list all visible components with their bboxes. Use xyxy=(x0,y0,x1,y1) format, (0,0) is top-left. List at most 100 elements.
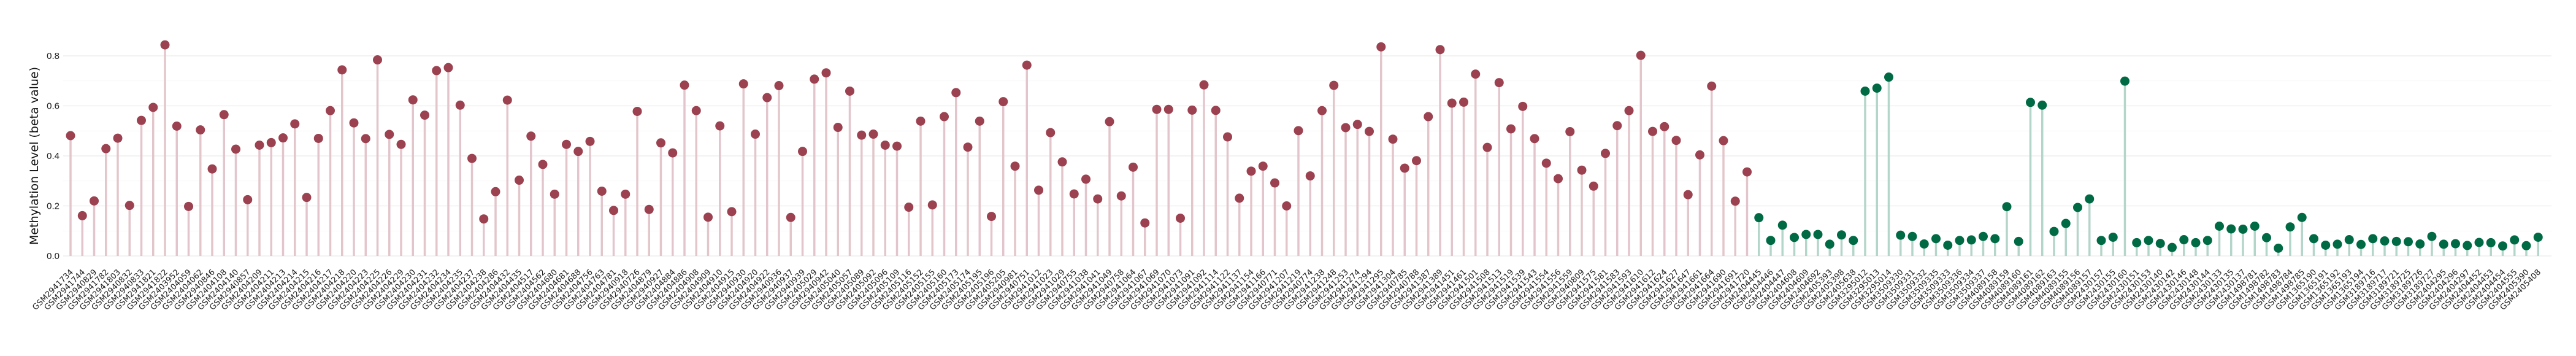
lollipop-dot xyxy=(1376,42,1386,52)
lollipop-dot xyxy=(1187,105,1197,115)
lollipop-dot xyxy=(2226,224,2236,234)
lollipop-marks xyxy=(66,40,2543,256)
lollipop-dot xyxy=(1116,191,1126,201)
lollipop-dot xyxy=(774,80,784,90)
lollipop-dot xyxy=(1896,230,1906,240)
lollipop-dot xyxy=(1601,149,1610,158)
lollipop-dot xyxy=(2026,98,2035,107)
lollipop-dot xyxy=(255,140,264,150)
lollipop-dot xyxy=(2274,243,2283,253)
lollipop-dot xyxy=(1624,106,1634,115)
lollipop-dot xyxy=(1825,239,1834,249)
lollipop-dot xyxy=(479,214,489,224)
lollipop-dot xyxy=(1412,156,1421,166)
lollipop-dot xyxy=(1943,240,1953,250)
lollipop-dot xyxy=(1777,220,1787,230)
lollipop-dot xyxy=(337,65,347,75)
lollipop-dot xyxy=(621,189,631,199)
lollipop-dot xyxy=(833,123,843,133)
lollipop-dot xyxy=(231,144,240,154)
lollipop-dot xyxy=(1648,126,1657,136)
lollipop-dot xyxy=(491,187,500,196)
lollipop-dot xyxy=(420,110,429,120)
lollipop-dot xyxy=(526,131,536,141)
lollipop-dot xyxy=(1837,230,1846,240)
lollipop-dot xyxy=(1742,167,1752,177)
lollipop-dot xyxy=(1163,104,1173,114)
lollipop-dot xyxy=(326,106,335,115)
lollipop-dot xyxy=(1270,178,1279,188)
lollipop-dot xyxy=(2262,233,2271,242)
lollipop-dot xyxy=(2404,237,2413,247)
lollipop-dot xyxy=(196,125,205,135)
lollipop-dot xyxy=(1093,194,1103,204)
lollipop-dot xyxy=(1258,161,1268,171)
lollipop-dot xyxy=(1022,60,1032,70)
lollipop-dot xyxy=(727,207,737,217)
lollipop-dot xyxy=(1447,98,1457,108)
lollipop-dot xyxy=(1400,163,1409,173)
lollipop-dot xyxy=(810,74,819,84)
lollipop-dot xyxy=(1199,80,1209,90)
lollipop-dot xyxy=(2238,224,2248,234)
lollipop-dot xyxy=(313,133,323,143)
lollipop-dot xyxy=(2168,242,2177,252)
y-tick-label: 0.2 xyxy=(47,201,59,212)
lollipop-dot xyxy=(1790,233,1799,242)
lollipop-dot xyxy=(1057,157,1067,167)
lollipop-dot xyxy=(1860,86,1870,96)
lollipop-dot xyxy=(632,106,642,116)
lollipop-dot xyxy=(1211,106,1221,115)
lollipop-dot xyxy=(373,55,382,65)
lollipop-dot xyxy=(1612,121,1622,131)
lollipop-dot xyxy=(1671,136,1681,145)
lollipop-dot xyxy=(207,164,217,174)
y-axis: 0.0 0.2 0.4 0.6 0.8 xyxy=(47,51,59,261)
lollipop-dot xyxy=(2297,212,2307,222)
lollipop-dot xyxy=(2108,232,2118,242)
lollipop-dot xyxy=(2344,235,2354,245)
lollipop-dot xyxy=(1365,126,1374,136)
lollipop-dot xyxy=(1577,165,1587,175)
lollipop-dot xyxy=(751,130,760,139)
lollipop-dot xyxy=(1660,122,1669,131)
lollipop-dot xyxy=(573,147,583,157)
lollipop-dot xyxy=(1435,45,1445,55)
lollipop-dot xyxy=(1482,142,1492,152)
lollipop-dot xyxy=(1129,162,1138,172)
lollipop-dot xyxy=(2463,241,2472,250)
lollipop-dot xyxy=(385,130,394,139)
lollipop-dot xyxy=(1506,124,1516,134)
lollipop-dot xyxy=(904,203,914,212)
lollipop-dot xyxy=(1424,112,1433,122)
lollipop-dot xyxy=(1554,174,1563,184)
lollipop-dot xyxy=(1140,218,1150,228)
lollipop-dot xyxy=(2427,231,2437,241)
x-axis-labels: GSM2941734GSM2941744GSM2940829GSM2941782… xyxy=(31,268,2543,312)
lollipop-dot xyxy=(1955,236,1965,246)
lollipop-dot xyxy=(987,212,996,222)
lollipop-dot xyxy=(2474,238,2484,247)
lollipop-dot xyxy=(184,201,193,211)
lollipop-dot xyxy=(502,95,512,105)
lollipop-dot xyxy=(2049,226,2059,236)
lollipop-dot xyxy=(1565,126,1575,136)
lollipop-dot xyxy=(762,93,772,103)
lollipop-dot xyxy=(963,142,973,152)
lollipop-dot xyxy=(868,130,878,139)
lollipop-dot xyxy=(1388,134,1398,144)
lollipop-dot xyxy=(2061,219,2071,228)
lollipop-dot xyxy=(349,118,359,128)
lollipop-dot xyxy=(786,212,795,222)
lollipop-dot xyxy=(361,134,370,144)
lollipop-dot xyxy=(1683,190,1693,199)
lollipop-dot xyxy=(1294,126,1303,136)
lollipop-dot xyxy=(2179,235,2189,245)
lollipop-dot xyxy=(597,186,607,196)
lollipop-dot xyxy=(845,86,854,96)
lollipop-dot xyxy=(1719,136,1728,145)
lollipop-dot xyxy=(609,206,618,215)
lollipop-dot xyxy=(703,212,713,222)
lollipop-dot xyxy=(2037,100,2047,110)
